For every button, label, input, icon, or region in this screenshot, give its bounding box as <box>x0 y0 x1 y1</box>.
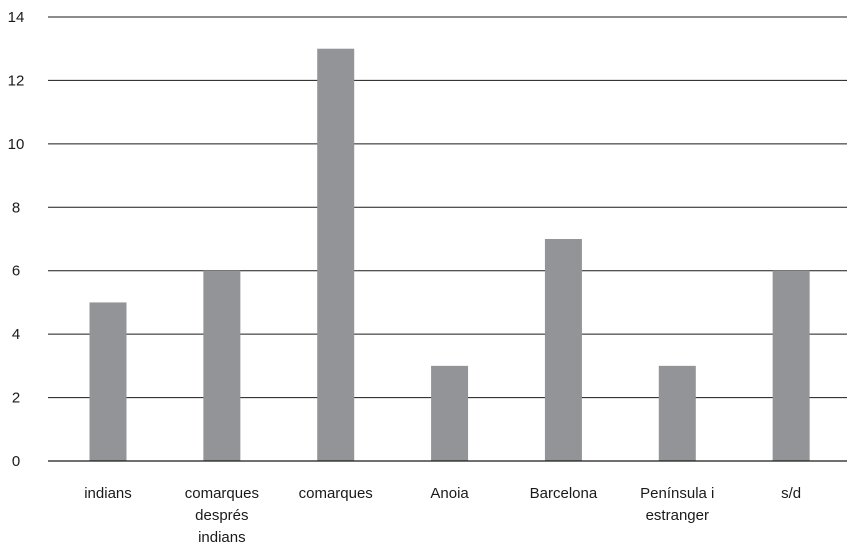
x-category-label: Barcelona <box>530 485 598 502</box>
x-category-label: comarques <box>299 485 373 502</box>
y-tick-label: 10 <box>8 136 25 153</box>
bar <box>431 365 469 461</box>
x-category-label-line: estranger <box>646 507 709 524</box>
x-category-label: Península i estranger <box>640 485 714 524</box>
x-category-label-line: comarques <box>185 485 259 502</box>
bar <box>89 302 127 461</box>
x-category-labels: indians comarques després indians comarques A… <box>84 485 801 546</box>
y-tick-label: 14 <box>8 9 25 26</box>
x-category-label-line: Barcelona <box>530 485 598 502</box>
bar <box>772 270 810 461</box>
bar <box>317 48 355 461</box>
gridlines <box>48 16 847 399</box>
bar <box>658 365 696 461</box>
x-category-label-line: després <box>195 507 248 524</box>
x-category-label: comarques després indians <box>185 485 259 546</box>
x-category-label: Anoia <box>430 485 469 502</box>
y-tick-label: 12 <box>8 72 25 89</box>
y-tick-label: 0 <box>12 453 20 470</box>
x-category-label-line: indians <box>84 485 132 502</box>
x-category-label-line: indians <box>198 529 246 546</box>
bar <box>544 239 582 461</box>
y-tick-label: 4 <box>12 326 20 343</box>
x-category-label: indians <box>84 485 132 502</box>
x-category-label: s/d <box>781 485 801 502</box>
x-category-label-line: Península i <box>640 485 714 502</box>
x-category-label-line: comarques <box>299 485 373 502</box>
x-category-label-line: Anoia <box>430 485 469 502</box>
y-tick-label: 2 <box>12 390 20 407</box>
y-tick-label: 8 <box>12 199 20 216</box>
x-category-label-line: s/d <box>781 485 801 502</box>
bar <box>203 270 241 461</box>
y-tick-labels: 0 2 4 6 8 10 12 14 <box>8 9 25 470</box>
y-tick-label: 6 <box>12 263 20 280</box>
bars <box>89 48 810 461</box>
